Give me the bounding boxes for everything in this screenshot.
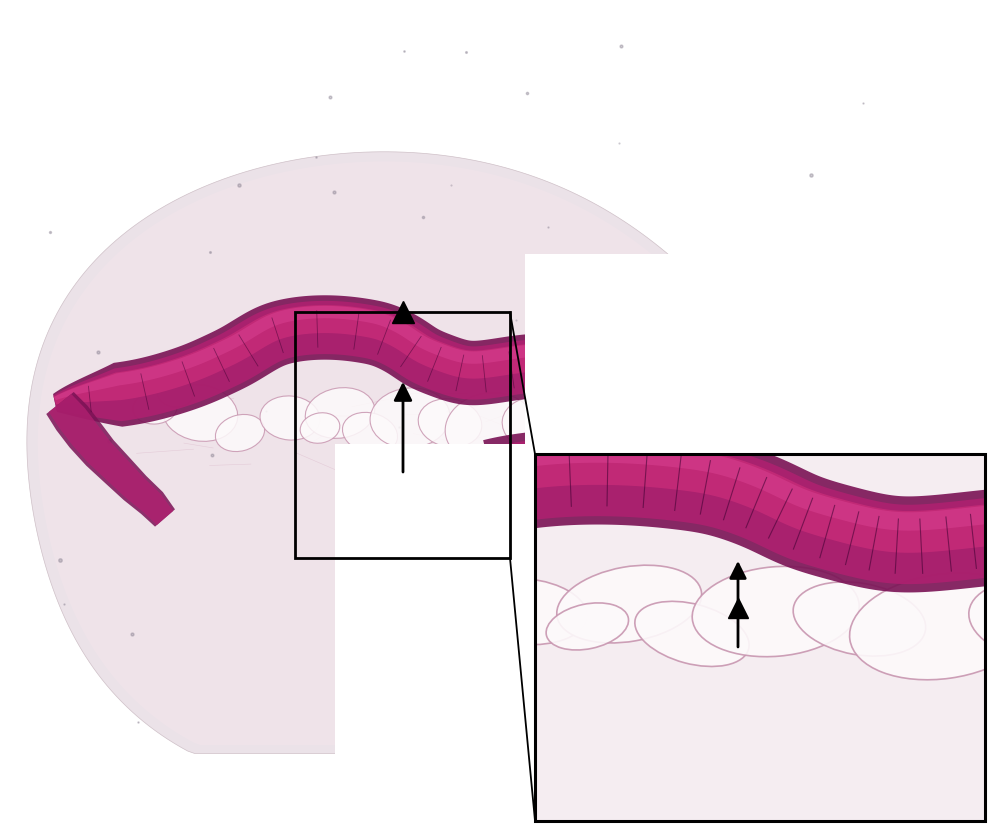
Polygon shape — [492, 444, 1000, 531]
Ellipse shape — [502, 397, 578, 453]
Polygon shape — [49, 394, 173, 525]
Ellipse shape — [692, 566, 859, 656]
Bar — [295, 312, 510, 558]
Polygon shape — [812, 334, 897, 576]
Polygon shape — [27, 152, 821, 754]
Polygon shape — [485, 436, 1000, 584]
Ellipse shape — [215, 415, 265, 451]
Ellipse shape — [162, 385, 238, 441]
Polygon shape — [53, 293, 926, 421]
Polygon shape — [483, 428, 1000, 592]
Polygon shape — [54, 294, 921, 400]
Bar — [535, 454, 985, 821]
Ellipse shape — [793, 582, 926, 656]
Ellipse shape — [370, 388, 450, 448]
Ellipse shape — [157, 379, 193, 407]
Ellipse shape — [260, 396, 320, 440]
Ellipse shape — [850, 573, 1000, 680]
Ellipse shape — [305, 387, 375, 438]
Bar — [335, 444, 535, 831]
Polygon shape — [38, 162, 808, 745]
Polygon shape — [490, 443, 1000, 553]
Bar — [525, 821, 995, 833]
Ellipse shape — [798, 390, 842, 426]
Polygon shape — [53, 292, 927, 426]
Bar — [535, 454, 985, 821]
Ellipse shape — [133, 392, 177, 424]
Ellipse shape — [342, 412, 398, 454]
Ellipse shape — [668, 389, 732, 437]
Ellipse shape — [445, 393, 535, 463]
Polygon shape — [816, 336, 893, 574]
Bar — [525, 254, 995, 454]
Ellipse shape — [550, 399, 610, 443]
Bar — [985, 444, 1000, 831]
Polygon shape — [46, 392, 175, 526]
Ellipse shape — [632, 395, 688, 436]
Ellipse shape — [835, 389, 875, 421]
Ellipse shape — [418, 399, 482, 447]
Ellipse shape — [712, 389, 768, 433]
Ellipse shape — [557, 566, 702, 643]
Ellipse shape — [546, 603, 629, 650]
Ellipse shape — [300, 412, 340, 443]
Ellipse shape — [635, 601, 749, 666]
Ellipse shape — [969, 579, 1000, 665]
Polygon shape — [54, 294, 923, 404]
Ellipse shape — [585, 393, 655, 443]
Ellipse shape — [755, 389, 805, 429]
Ellipse shape — [462, 578, 587, 645]
